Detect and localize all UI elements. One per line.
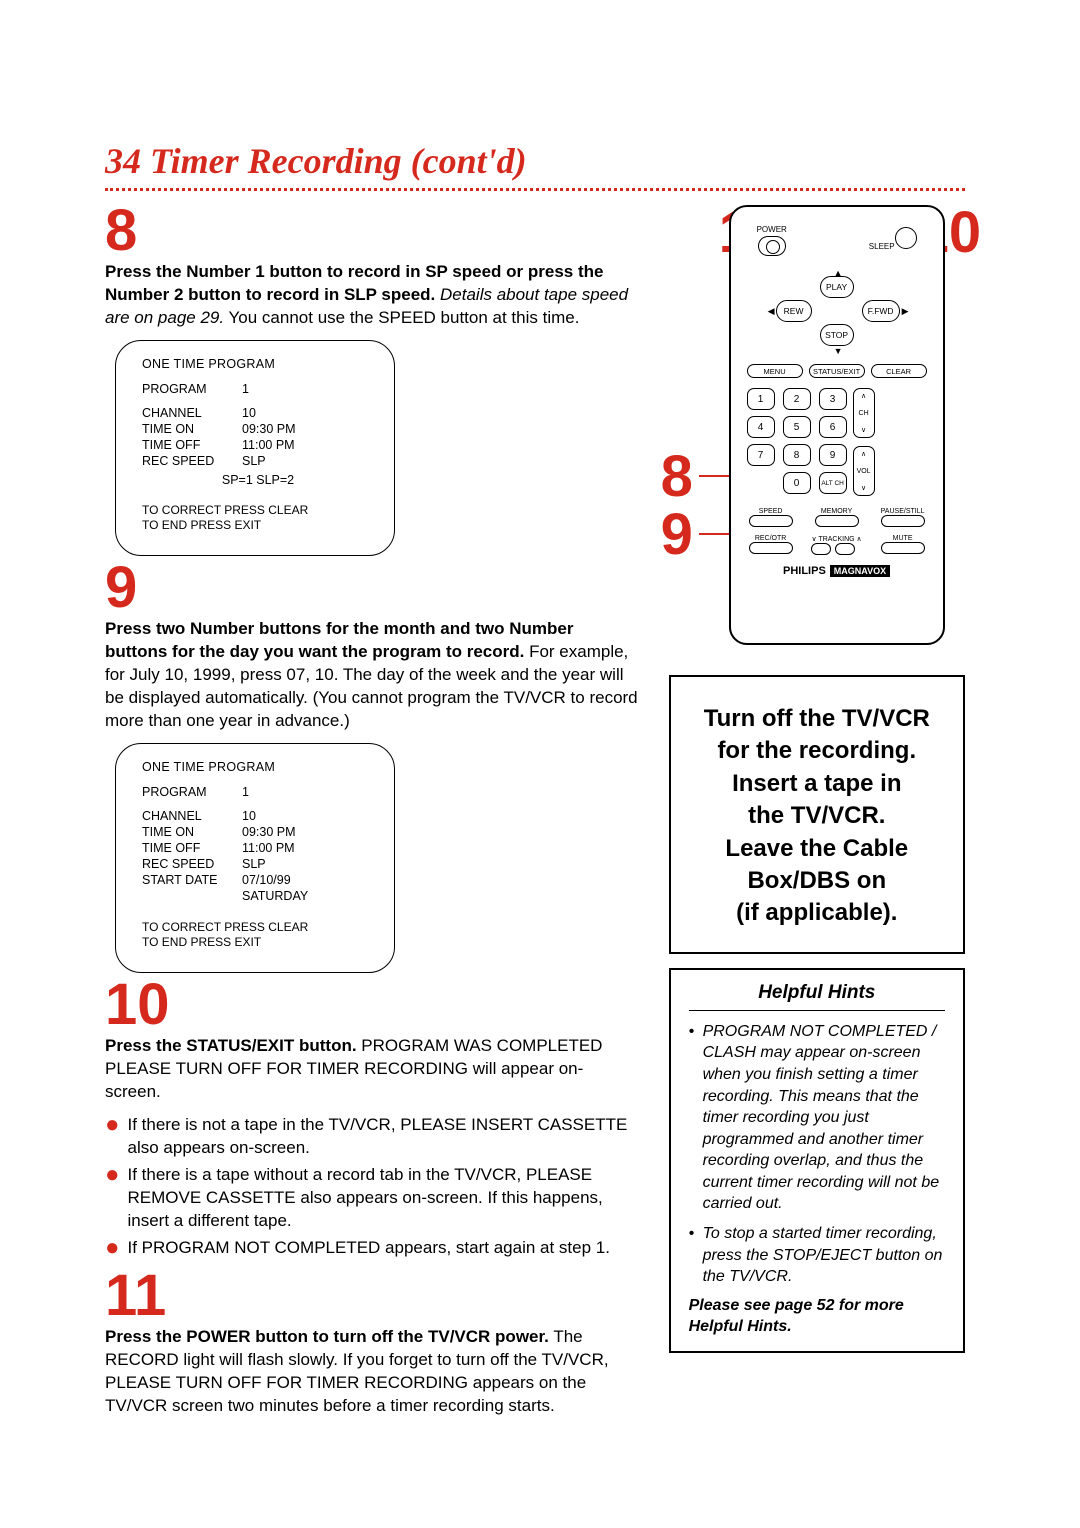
divider — [105, 188, 965, 191]
clear-button: CLEAR — [871, 364, 927, 378]
status-exit-button: STATUS/EXIT — [809, 364, 865, 378]
num-7: 7 — [747, 444, 775, 466]
nav-cluster: PLAY REW F.FWD STOP ▲ ◀ ▶ ▼ — [772, 276, 902, 356]
bullet-text: If there is a tape without a record tab … — [128, 1164, 639, 1233]
helpful-hints-box: Helpful Hints PROGRAM NOT COMPLETED / CL… — [669, 968, 965, 1354]
play-button: PLAY — [820, 276, 854, 298]
step-10-body: Press the STATUS/EXIT button. PROGRAM WA… — [105, 1035, 639, 1104]
remote-body: POWER SLEEP PLAY REW F.FWD STOP ▲ ◀ ▶ ▼ … — [729, 205, 945, 645]
bullet-icon: ● — [105, 1114, 120, 1160]
page-title: 34 Timer Recording (cont'd) — [105, 140, 965, 182]
step-11-lead: Press the POWER button to turn off the T… — [105, 1327, 549, 1346]
bullet-icon: ● — [105, 1164, 120, 1233]
num-2: 2 — [783, 388, 811, 410]
menu-button: MENU — [747, 364, 803, 378]
number-keypad: 1 2 3 4 5 6 7 8 9 — [743, 388, 931, 496]
step-9-lead: Press two Number buttons for the month a… — [105, 619, 573, 661]
num-6: 6 — [819, 416, 847, 438]
step-10-bullets: ●If there is not a tape in the TV/VCR, P… — [105, 1114, 639, 1260]
altch-button: ALT CH — [819, 472, 847, 494]
ch-rocker: ∧CH∨ — [853, 388, 875, 438]
num-9: 9 — [819, 444, 847, 466]
speed-button — [749, 515, 793, 527]
step-10-number: 10 — [105, 979, 639, 1031]
hints-title: Helpful Hints — [689, 982, 945, 1011]
callout-8: 8 — [661, 443, 693, 510]
right-column: 11 10 8 9 POWER SLEEP PLAY REW F.FWD STO… — [669, 205, 965, 1427]
hint-item: To stop a started timer recording, press… — [689, 1223, 945, 1288]
num-5: 5 — [783, 416, 811, 438]
osd2-title: ONE TIME PROGRAM — [142, 760, 374, 774]
step-9-number: 9 — [105, 562, 639, 614]
step-10-lead: Press the STATUS/EXIT button. — [105, 1036, 357, 1055]
page-number: 34 — [105, 141, 141, 181]
step-11-body: Press the POWER button to turn off the T… — [105, 1326, 639, 1418]
hints-more: Please see page 52 for more Helpful Hint… — [689, 1296, 945, 1338]
instruction-box: Turn off the TV/VCR for the recording. I… — [669, 675, 965, 954]
bullet-icon: ● — [105, 1237, 120, 1260]
rew-button: REW — [776, 300, 812, 322]
num-3: 3 — [819, 388, 847, 410]
sleep-icon — [895, 227, 917, 249]
bullet-text: If there is not a tape in the TV/VCR, PL… — [128, 1114, 639, 1160]
step-8-body: Press the Number 1 button to record in S… — [105, 261, 639, 330]
step-8-tail: You cannot use the SPEED button at this … — [224, 308, 579, 327]
hint-item: PROGRAM NOT COMPLETED / CLASH may appear… — [689, 1021, 945, 1215]
osd-screen-2: ONE TIME PROGRAM PROGRAM1 CHANNEL10 TIME… — [115, 743, 395, 973]
num-0: 0 — [783, 472, 811, 494]
callout-9: 9 — [661, 501, 693, 568]
stop-button: STOP — [820, 324, 854, 346]
power-icon — [758, 236, 786, 256]
num-4: 4 — [747, 416, 775, 438]
step-9-body: Press two Number buttons for the month a… — [105, 618, 639, 733]
step-11-number: 11 — [105, 1270, 639, 1322]
osd-screen-1: ONE TIME PROGRAM PROGRAM1 CHANNEL10 TIME… — [115, 340, 395, 556]
power-label: POWER — [757, 225, 787, 256]
remote-illustration: 11 10 8 9 POWER SLEEP PLAY REW F.FWD STO… — [669, 205, 965, 645]
bullet-text: If PROGRAM NOT COMPLETED appears, start … — [128, 1237, 610, 1260]
step-8-number: 8 — [105, 205, 639, 257]
ffwd-button: F.FWD — [862, 300, 900, 322]
pause-button — [881, 515, 925, 527]
left-column: 8 Press the Number 1 button to record in… — [105, 205, 639, 1427]
num-8: 8 — [783, 444, 811, 466]
num-1: 1 — [747, 388, 775, 410]
sleep-label: SLEEP — [869, 225, 917, 256]
rec-button — [749, 542, 793, 554]
page-title-text: Timer Recording (cont'd) — [150, 141, 527, 181]
mute-button — [881, 542, 925, 554]
memory-button — [815, 515, 859, 527]
vol-rocker: ∧VOL∨ — [853, 446, 875, 496]
osd1-title: ONE TIME PROGRAM — [142, 357, 374, 371]
brand-label: PHILIPSMAGNAVOX — [743, 565, 931, 577]
